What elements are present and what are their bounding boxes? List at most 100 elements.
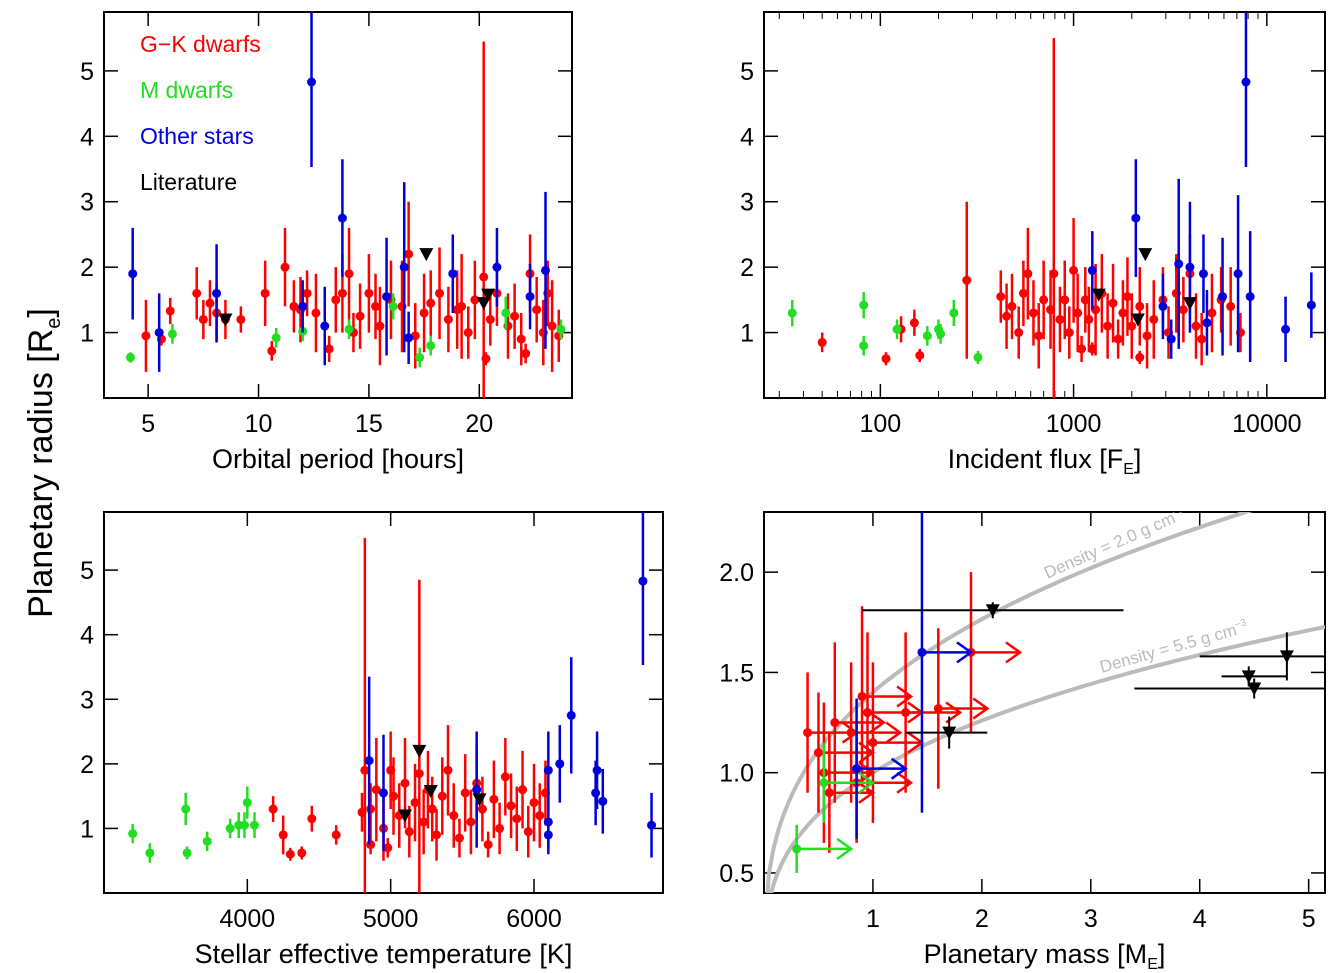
literature-triangle [1182,297,1197,311]
data-point [1202,318,1212,328]
data-point [466,817,476,827]
y-tick-label: 5 [80,557,94,585]
data-point [1306,300,1316,310]
data-point [404,249,414,259]
x-tick-label: 4 [1193,905,1207,933]
data-point [404,827,414,837]
data-point [1087,265,1097,275]
legend-entry: M dwarfs [140,77,233,103]
data-point [410,798,420,808]
x-tick-label: 15 [355,410,383,438]
arrow-head [956,641,974,664]
x-tick-label: 100 [859,410,901,438]
data-point [435,288,445,298]
data-point [202,836,212,846]
arrow-head [890,757,908,780]
data-point [1241,77,1251,87]
data-point [1281,324,1291,334]
data-point [859,300,869,310]
x-axis-label: Planetary mass [ME] [924,939,1166,973]
density-curve [765,512,1253,893]
data-point [355,311,365,321]
data-point [962,275,972,285]
arrow-head [836,837,854,860]
data-point [125,352,135,362]
data-point [470,295,480,305]
arrow-head [896,771,914,794]
x-axis-label: Stellar effective temperature [K] [195,939,573,969]
panel-mass: 1 2 3 4 5 0.5 1.0 1.5 2.0 Planetary mass [ME] Dens… [719,511,1326,973]
data-point [371,785,381,795]
data-point [1191,321,1201,331]
x-tick-label: 5 [1302,905,1316,933]
literature-triangle [412,744,427,758]
data-point [212,288,222,298]
data-point [404,333,414,343]
data-point [449,811,459,821]
y-tick-label: 2.0 [719,559,754,587]
literature-triangle [218,313,233,327]
y-tick-label: 4 [80,123,94,151]
data-point [427,804,437,814]
data-point [280,262,290,272]
data-point [525,292,535,302]
data-point [523,827,533,837]
arrow-head [885,721,903,744]
data-point [167,329,177,339]
data-point [371,301,381,311]
y-tick-label: 1 [740,320,754,348]
data-point [492,262,502,272]
data-point [344,324,354,334]
data-point [360,765,370,775]
data-point [915,350,925,360]
data-point [344,269,354,279]
y-tick-label: 4 [740,123,754,151]
arrow-head [869,711,886,734]
data-point [1080,295,1090,305]
data-point [128,269,138,279]
data-point [787,308,797,318]
literature-triangle [942,726,957,740]
data-point [859,341,869,351]
data-point [485,314,495,324]
data-point [477,804,487,814]
plot-frame [103,511,664,894]
data-point [479,272,489,282]
data-point [337,213,347,223]
data-point [278,830,288,840]
data-point [460,788,470,798]
x-tick-label: 10 [245,410,273,438]
data-point [324,344,334,354]
data-point [250,820,259,830]
data-point [547,321,557,331]
data-point [1007,301,1017,311]
data-point [917,647,927,657]
data-point [518,785,528,795]
data-point [857,691,867,701]
data-point [437,791,447,801]
data-point [1039,295,1049,305]
data-point [521,349,531,359]
data-point [307,814,317,824]
data-point [1127,321,1137,331]
data-point [242,798,252,808]
data-point [532,305,542,315]
x-tick-label: 20 [465,410,493,438]
data-point [598,796,608,806]
data-point [1218,292,1228,302]
panel-period: 5 10 15 20 1 2 3 4 5 Orbital period [hours] G−K dw… [80,11,573,474]
data-point [973,352,983,362]
data-point [591,788,601,798]
legend-entry: G−K dwarfs [140,31,261,57]
y-tick-label: 3 [80,686,94,714]
data-point [852,764,862,774]
data-point [271,333,281,343]
data-point [399,262,409,272]
x-tick-label: 1000 [1046,410,1102,438]
data-point [922,331,932,341]
data-point [996,292,1006,302]
data-point [331,830,341,840]
y-tick-label: 1.0 [719,760,754,788]
data-point [555,759,565,769]
